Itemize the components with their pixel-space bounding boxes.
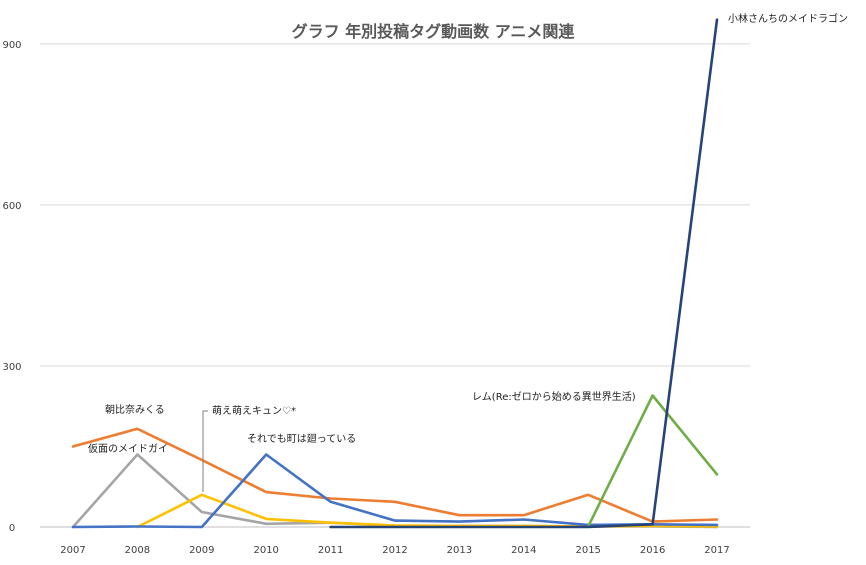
x-tick-label: 2010 <box>253 545 278 556</box>
x-tick-label: 2015 <box>575 545 600 556</box>
series-lines <box>71 18 719 529</box>
y-tick-label: 900 <box>2 40 21 51</box>
y-tick-label: 0 <box>9 523 15 534</box>
annotation-label: それでも町は廻っている <box>247 433 356 445</box>
series-line-2 <box>71 453 719 529</box>
x-tick-label: 2014 <box>511 545 536 556</box>
chart-title: グラフ 年別投稿タグ動画数 アニメ関連 <box>292 22 576 41</box>
annotation-label: 萌え萌えキュン♡* <box>212 404 296 417</box>
annotation-label: 仮面のメイドガイ <box>88 442 168 455</box>
x-tick-label: 2009 <box>189 545 214 556</box>
series-line-4 <box>71 453 719 529</box>
x-tick-label: 2016 <box>640 545 665 556</box>
x-tick-label: 2012 <box>382 545 407 556</box>
series-line-5 <box>586 394 719 528</box>
x-tick-label: 2013 <box>447 545 472 556</box>
y-axis: 0 300 600 900 <box>2 40 21 534</box>
x-axis: 2007 2008 2009 2010 2011 2012 2013 2014 2015 2016… <box>60 545 729 556</box>
y-tick-label: 600 <box>2 201 21 212</box>
annotation-label: レム(Re:ゼロから始める異世界生活) <box>472 390 636 403</box>
annotation-label: 小林さんちのメイドラゴン <box>728 12 848 25</box>
series-line-6 <box>329 18 719 529</box>
y-tick-label: 300 <box>2 362 21 373</box>
annotation-leaders <box>202 410 208 492</box>
x-tick-label: 2007 <box>60 545 85 556</box>
annotation-leader <box>202 410 208 492</box>
annotation-label: 朝比奈みくる <box>105 403 165 416</box>
x-tick-label: 2017 <box>704 545 729 556</box>
x-tick-label: 2011 <box>318 545 343 556</box>
x-tick-label: 2008 <box>125 545 150 556</box>
series-line-1 <box>71 427 719 523</box>
